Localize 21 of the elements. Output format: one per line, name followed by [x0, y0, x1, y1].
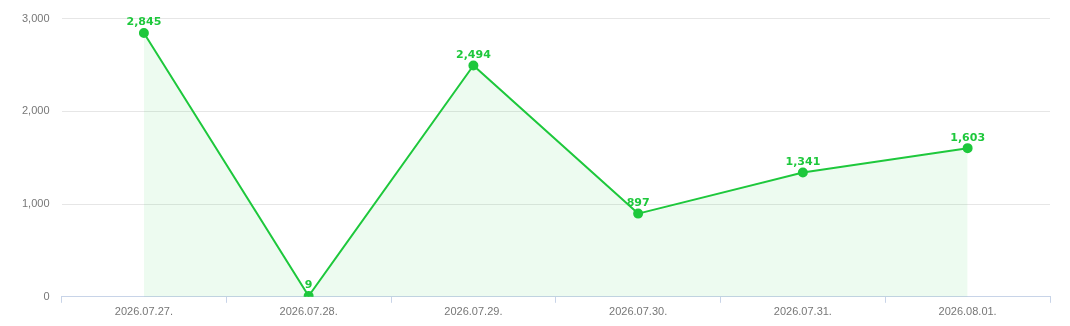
y-tick-label: 3,000 — [22, 11, 50, 24]
y-tick-label: 2,000 — [22, 104, 50, 117]
x-tick-label: 2026.07.27. — [114, 305, 173, 318]
x-tick-label: 2026.07.31. — [773, 305, 832, 318]
point — [468, 60, 479, 71]
y-tick-label: 1,000 — [22, 197, 50, 210]
x-tick-label: 2026.07.30. — [609, 305, 668, 318]
point — [797, 167, 808, 178]
data-label: 2,845 — [126, 15, 162, 29]
data-label: 2,494 — [455, 47, 492, 61]
data-label: 1,603 — [950, 130, 986, 144]
x-tick-label: 2026.07.29. — [444, 305, 503, 318]
y-tick-label: 0 — [43, 289, 50, 302]
point — [962, 143, 973, 154]
point — [633, 208, 644, 219]
point — [138, 27, 149, 38]
x-tick-label: 2026.07.28. — [279, 305, 338, 318]
data-label: 9 — [304, 278, 313, 292]
x-tick-label: 2026.08.01. — [938, 305, 997, 318]
data-label: 1,341 — [785, 154, 821, 168]
data-label: 897 — [626, 195, 650, 209]
